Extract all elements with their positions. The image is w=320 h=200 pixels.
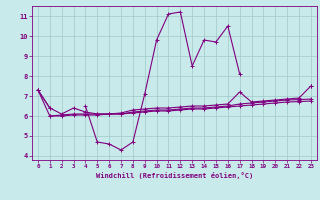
X-axis label: Windchill (Refroidissement éolien,°C): Windchill (Refroidissement éolien,°C) [96, 172, 253, 179]
